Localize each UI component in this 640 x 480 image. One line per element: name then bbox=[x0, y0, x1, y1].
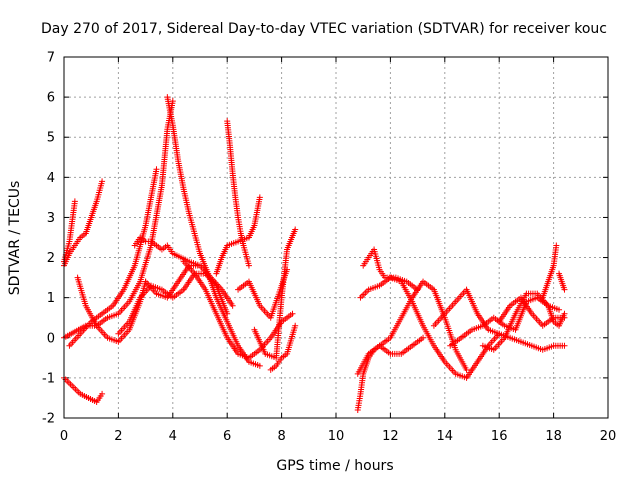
x-tick-label: 2 bbox=[114, 429, 122, 444]
x-tick-label: 10 bbox=[328, 429, 345, 444]
chart-title: Day 270 of 2017, Sidereal Day-to-day VTE… bbox=[41, 21, 607, 37]
x-tick-label: 16 bbox=[491, 429, 508, 444]
data-point bbox=[420, 334, 427, 341]
series-arc-10 bbox=[142, 262, 236, 309]
x-tick-label: 0 bbox=[60, 429, 68, 444]
data-point bbox=[71, 198, 78, 205]
series-arc-3 bbox=[61, 374, 106, 405]
data-point bbox=[256, 194, 263, 201]
series-arc-1 bbox=[61, 178, 106, 269]
y-tick-label: -1 bbox=[42, 371, 55, 386]
y-tick-label: 7 bbox=[47, 51, 55, 66]
data-point bbox=[229, 302, 236, 309]
y-tick-label: 2 bbox=[47, 251, 55, 266]
series-arc-11 bbox=[180, 258, 296, 361]
data-point bbox=[556, 306, 563, 313]
data-point bbox=[414, 286, 421, 293]
series-arc-20 bbox=[360, 246, 421, 293]
series-arc-4 bbox=[61, 98, 176, 341]
series-arc-5 bbox=[66, 166, 160, 349]
data-point bbox=[224, 310, 231, 317]
series-arc-17 bbox=[354, 334, 427, 413]
y-tick-label: 3 bbox=[47, 211, 55, 226]
grid-lines bbox=[64, 57, 608, 418]
data-point bbox=[153, 166, 160, 173]
data-point bbox=[463, 366, 470, 373]
series-arc-8 bbox=[164, 94, 263, 369]
series-arc-24 bbox=[496, 294, 568, 329]
data-point bbox=[99, 178, 106, 185]
series-arc-7 bbox=[131, 234, 203, 269]
y-tick-label: 4 bbox=[47, 171, 55, 186]
y-tick-label: 1 bbox=[47, 291, 55, 306]
x-tick-label: 14 bbox=[437, 429, 454, 444]
x-axis-ticks: 0 2 4 6 8 10 12 14 16 18 20 bbox=[60, 57, 616, 444]
y-axis-label: SDTVAR / TECUs bbox=[7, 181, 23, 296]
series-arc-12 bbox=[224, 118, 252, 269]
y-tick-label: -2 bbox=[42, 412, 55, 427]
series-arc-25 bbox=[539, 242, 560, 301]
x-tick-label: 4 bbox=[169, 429, 177, 444]
data-markers bbox=[61, 94, 568, 413]
x-tick-label: 6 bbox=[223, 429, 231, 444]
data-point bbox=[292, 226, 299, 233]
data-point bbox=[99, 390, 106, 397]
x-tick-label: 20 bbox=[600, 429, 617, 444]
x-tick-label: 8 bbox=[277, 429, 285, 444]
y-tick-label: 6 bbox=[47, 91, 55, 106]
data-point bbox=[256, 362, 263, 369]
y-axis-ticks: -2 -1 0 1 2 3 4 5 6 7 bbox=[42, 51, 608, 427]
series-arc-21 bbox=[430, 286, 568, 353]
series-arc-15 bbox=[251, 226, 299, 361]
x-axis-label: GPS time / hours bbox=[276, 458, 393, 474]
x-tick-label: 18 bbox=[545, 429, 562, 444]
series-arc-26 bbox=[556, 270, 568, 293]
data-point bbox=[561, 342, 568, 349]
series-arc-16 bbox=[267, 322, 299, 373]
y-tick-label: 5 bbox=[47, 131, 55, 146]
data-point bbox=[561, 286, 568, 293]
data-point bbox=[292, 322, 299, 329]
y-tick-label: 0 bbox=[47, 331, 55, 346]
data-point bbox=[561, 314, 568, 321]
x-tick-label: 12 bbox=[382, 429, 399, 444]
series-arc-13 bbox=[213, 194, 263, 277]
plot-frame bbox=[63, 56, 609, 419]
series-arc-18 bbox=[354, 278, 470, 377]
data-point bbox=[289, 310, 296, 317]
data-point bbox=[553, 242, 560, 249]
data-point bbox=[245, 262, 252, 269]
